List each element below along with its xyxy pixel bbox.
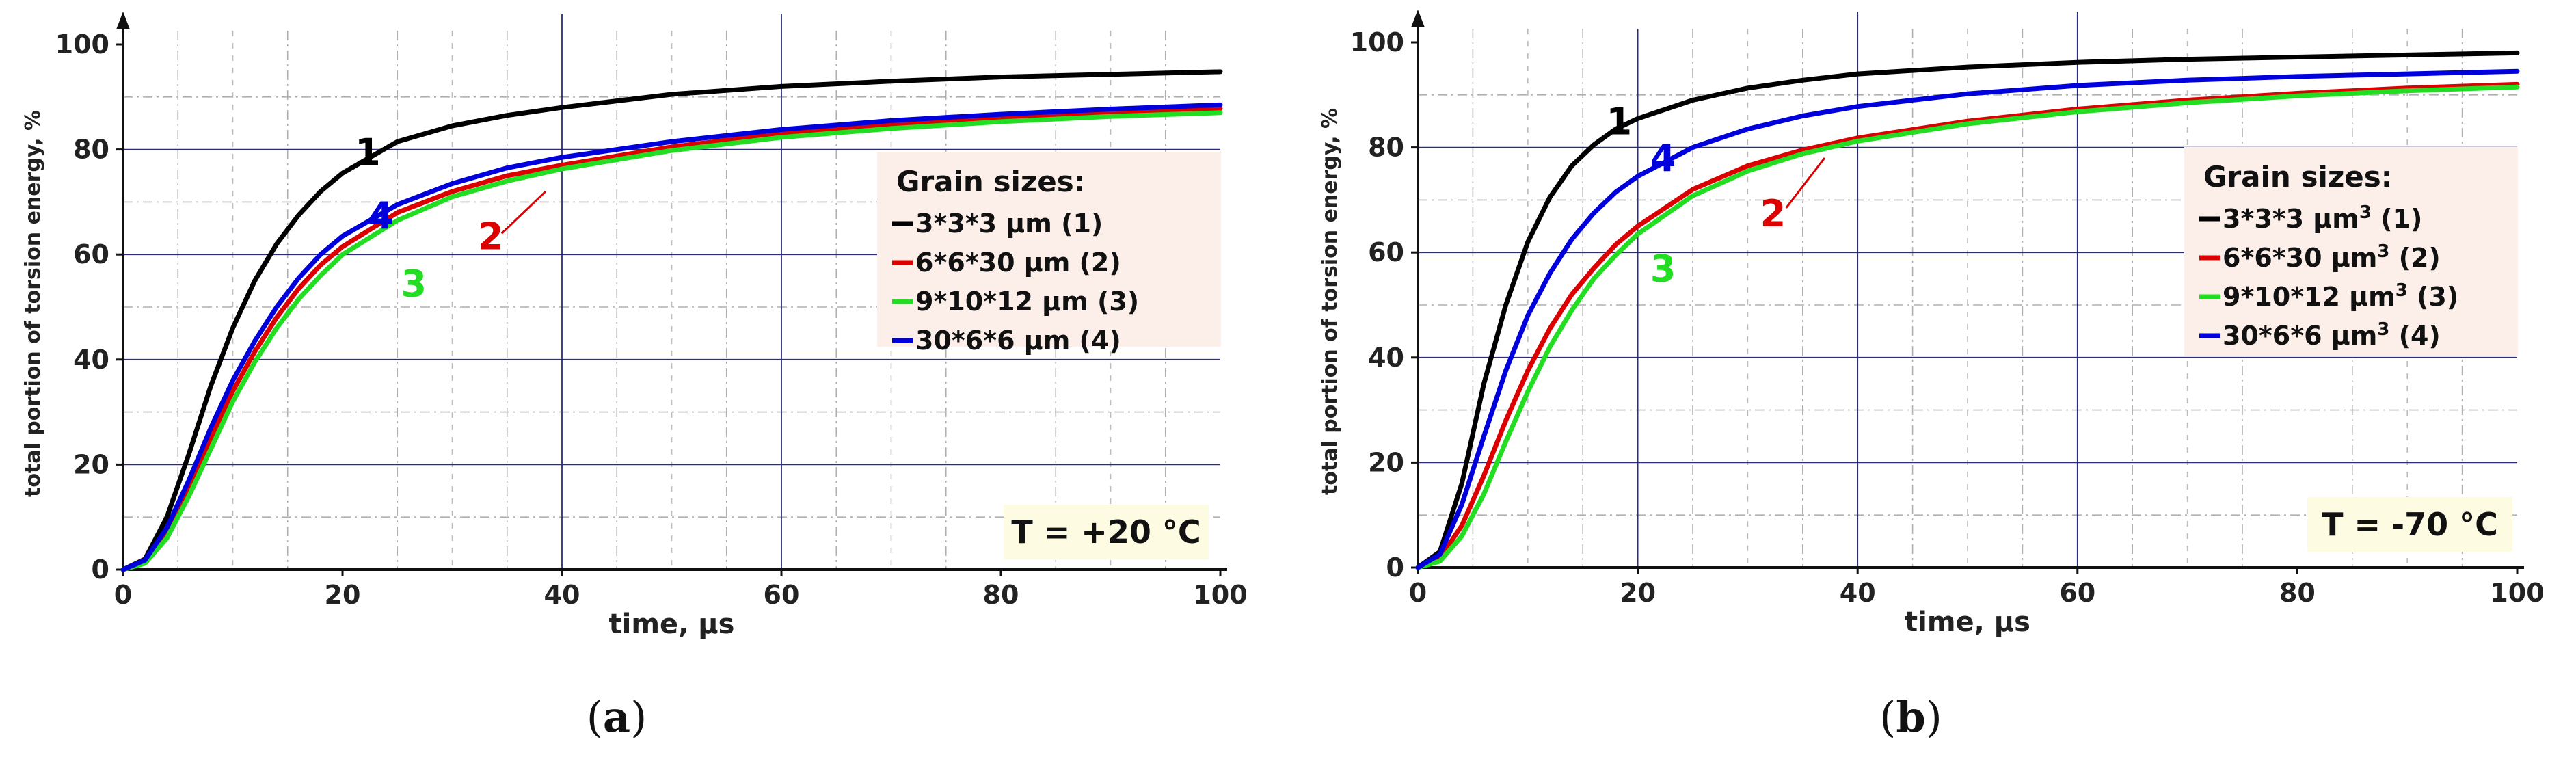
temperature-label: T = +20 °C [1011, 514, 1200, 550]
curve-label-4: 4 [1650, 137, 1676, 180]
curve-label-1: 1 [355, 131, 381, 174]
temperature-label: T = -70 °C [2322, 506, 2498, 543]
curve-leader-line [500, 190, 546, 235]
series-line-2 [120, 106, 1223, 572]
panel-caption: (b) [1879, 692, 1942, 742]
series-line-1 [1415, 50, 2520, 570]
x-tick-label: 60 [2059, 578, 2095, 608]
x-tick-label: 100 [1193, 580, 1247, 610]
y-axis-arrow [1411, 10, 1425, 27]
legend-entry-tail: (2) [2389, 243, 2440, 273]
y-tick-label: 100 [1350, 27, 1404, 57]
curve-label-2: 2 [1760, 192, 1786, 235]
panel-caption: (a) [587, 692, 647, 742]
chart-b: 0 20 40 60 80 100 0 20 40 60 80 100 time, µs total po… [1318, 10, 2545, 742]
x-tick-label: 60 [764, 580, 800, 610]
curve-label-4: 4 [368, 194, 394, 237]
legend-entry-2: 6*6*30 µm3 (2) [2223, 241, 2441, 273]
x-tick-label: 20 [325, 580, 361, 610]
x-axis-label: time, µs [608, 609, 734, 640]
y-tick-label: 40 [1368, 343, 1404, 373]
y-tick-label: 80 [73, 135, 109, 165]
curve-label-3: 3 [401, 263, 427, 306]
legend-entry-tail: (4) [2389, 321, 2440, 351]
series-line-3 [120, 110, 1223, 572]
legend-entry-superscript: 3 [2377, 241, 2389, 262]
legend-entry-1: 3*3*3 µm (1) [915, 209, 1103, 239]
y-tick-label: 80 [1368, 133, 1404, 163]
y-axis-label: total portion of torsion energy, % [1318, 108, 1342, 495]
legend-entry-1: 3*3*3 µm3 (1) [2223, 202, 2422, 234]
legend-entry-text: 3*3*3 µm [2223, 204, 2359, 234]
y-tick-label: 0 [92, 555, 109, 585]
legend-entry-2: 6*6*30 µm (2) [915, 248, 1121, 278]
panel-caption-part: ) [630, 692, 647, 742]
x-tick-label: 100 [2490, 578, 2544, 608]
y-axis-arrow [116, 12, 130, 29]
temperature-box [2307, 497, 2512, 552]
legend-entry-superscript: 3 [2377, 319, 2389, 340]
legend-title: Grain sizes: [896, 165, 1086, 198]
panel-caption-part: ( [1879, 692, 1896, 742]
panel-caption-part: b [1896, 692, 1925, 742]
legend-entry-text: 9*10*12 µm [2223, 282, 2396, 312]
y-tick-label: 100 [55, 29, 109, 59]
legend-entry-text: 6*6*30 µm [2223, 243, 2377, 273]
y-axis-label: total portion of torsion energy, % [21, 110, 45, 497]
x-tick-label: 80 [983, 580, 1019, 610]
x-tick-label: 40 [544, 580, 580, 610]
curve-label-2: 2 [478, 215, 504, 258]
panel-caption-part: ( [587, 692, 603, 742]
panel-caption-part: a [603, 692, 630, 742]
x-tick-label: 80 [2279, 578, 2316, 608]
x-axis-label: time, µs [1905, 607, 2030, 638]
legend-entry-text: 6*6*30 µm (2) [915, 248, 1121, 278]
y-tick-label: 60 [1368, 237, 1404, 267]
x-tick-label: 0 [114, 580, 132, 610]
series-line-1 [120, 69, 1223, 572]
y-tick-label: 40 [73, 345, 109, 375]
legend-box [2184, 147, 2518, 356]
legend-entry-3: 9*10*12 µm (3) [915, 287, 1139, 317]
legend-entry-4: 30*6*6 µm3 (4) [2223, 319, 2441, 351]
legend-entry-text: 9*10*12 µm (3) [915, 287, 1139, 317]
x-tick-label: 0 [1409, 578, 1427, 608]
series-line-3 [1415, 84, 2520, 570]
chart-a: 0 20 40 60 80 100 0 20 40 60 80 100 time, µs total po… [21, 12, 1248, 742]
legend-entry-text: 3*3*3 µm (1) [915, 209, 1103, 239]
x-tick-label: 40 [1840, 578, 1876, 608]
legend-title: Grain sizes: [2203, 160, 2393, 194]
y-tick-label: 20 [1368, 447, 1404, 477]
x-tick-label: 20 [1620, 578, 1656, 608]
panel-caption-part: ) [1926, 692, 1942, 742]
y-tick-label: 60 [73, 239, 109, 269]
curve-label-1: 1 [1606, 100, 1632, 143]
y-tick-label: 0 [1386, 552, 1404, 583]
legend-entry-superscript: 3 [2359, 202, 2372, 223]
curve-leader-line [1785, 157, 1826, 209]
legend-entry-text: 30*6*6 µm (4) [915, 325, 1121, 356]
legend-entry-text: 30*6*6 µm [2223, 321, 2377, 351]
legend-box [877, 152, 1221, 347]
legend-entry-tail: (1) [2372, 204, 2422, 234]
legend-entry-3: 9*10*12 µm3 (3) [2223, 280, 2458, 312]
legend-entry-superscript: 3 [2396, 280, 2408, 301]
y-tick-label: 20 [73, 449, 109, 479]
curve-label-3: 3 [1650, 247, 1676, 290]
temperature-box [1004, 505, 1209, 559]
series-line-2 [1415, 81, 2520, 570]
series-line-4 [1415, 68, 2520, 570]
legend-entry-tail: (3) [2408, 282, 2458, 312]
series-line-4 [120, 102, 1223, 572]
legend-entry-4: 30*6*6 µm (4) [915, 325, 1121, 356]
